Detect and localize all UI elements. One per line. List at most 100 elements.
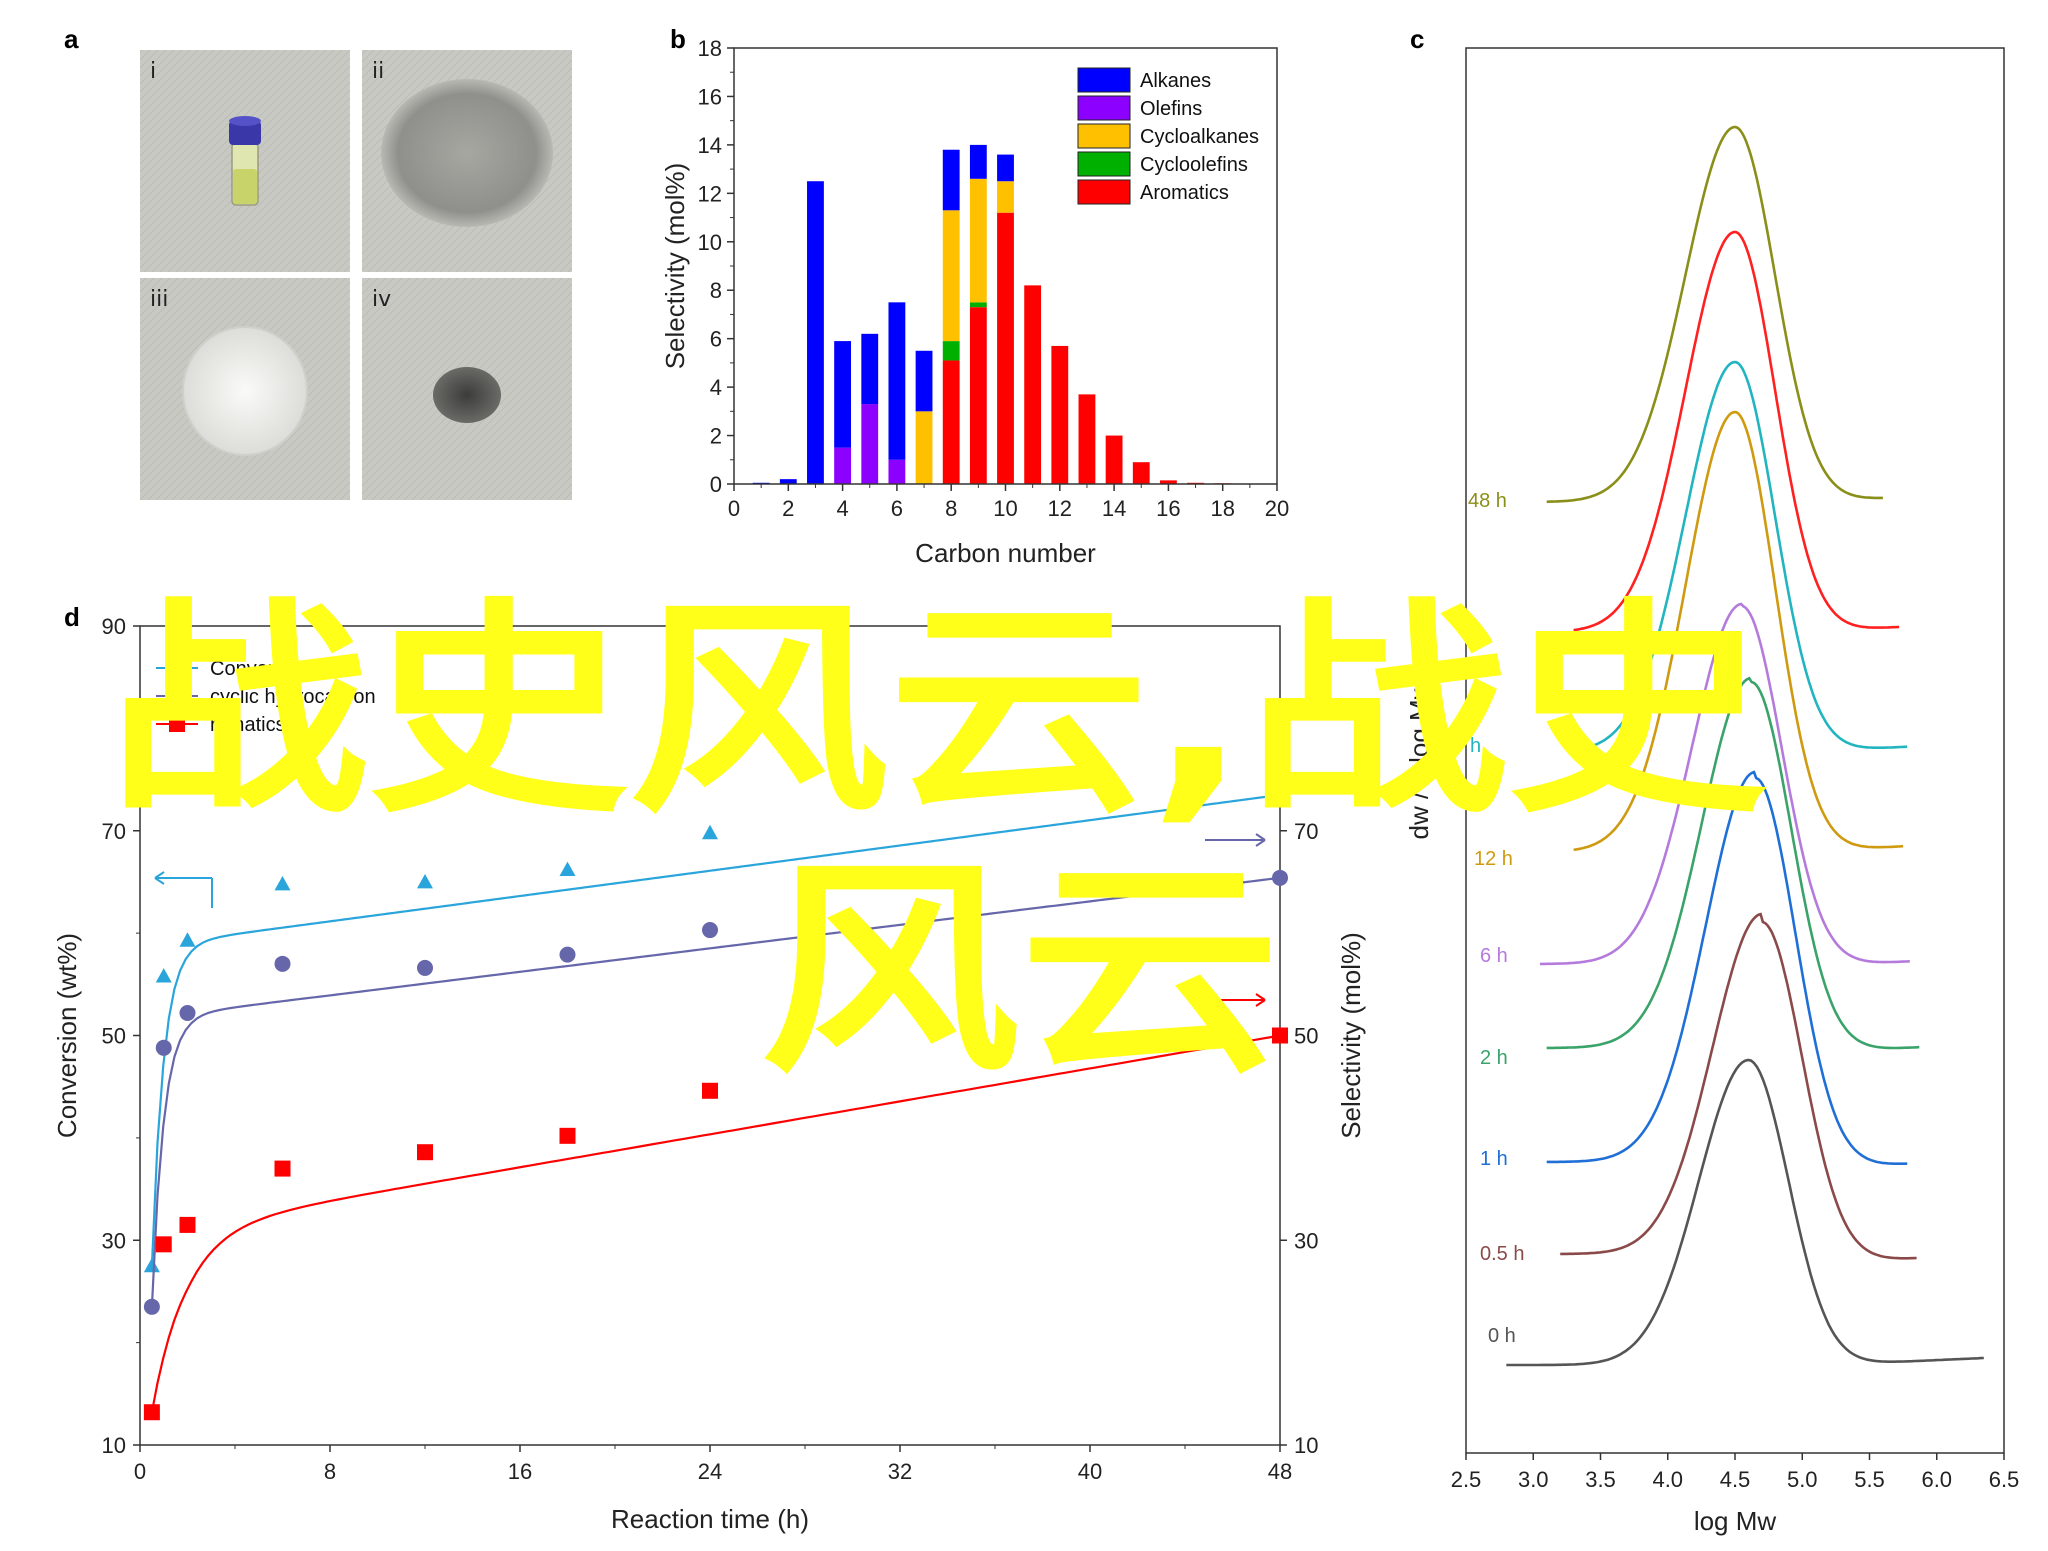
y-tick-label: 6: [710, 327, 722, 352]
bar-aromatics-c12: [1051, 345, 1069, 484]
y-tick-label: 12: [698, 181, 722, 206]
y-tick-label-left: 90: [102, 614, 126, 639]
y-tick-label-left: 50: [102, 1024, 126, 1049]
data-point-conversion: [702, 824, 718, 840]
data-point-aromatics: [417, 1144, 433, 1161]
x-tick-label: 40: [1078, 1459, 1102, 1484]
data-point-cyclic-hydrocarbon: [179, 1004, 196, 1021]
legend-label: romatics: [210, 714, 286, 736]
data-point-aromatics: [559, 1127, 576, 1144]
y-tick-label-right: 10: [1294, 1433, 1318, 1458]
x-tick-label: 14: [1102, 496, 1126, 521]
grey-powder-pile: [381, 79, 553, 227]
gpc-label: 12 h: [1474, 848, 1513, 870]
data-point-conversion: [1272, 786, 1288, 802]
x-tick-label: 5.0: [1787, 1467, 1818, 1492]
y-tick-label: 4: [710, 375, 722, 400]
legend-label: cyclic hydrocarbon: [210, 686, 376, 708]
photo-vial-with-yellow-liquid: i: [140, 50, 350, 272]
gpc-curve-0.5h: [1560, 912, 1917, 1260]
x-tick-label: 48: [1268, 1459, 1292, 1484]
data-point-aromatics: [702, 1082, 718, 1099]
legend-marker: [169, 660, 185, 675]
bar-cycloalkanes-c9: [969, 178, 987, 303]
y-axis-title: Selectivity (mol%): [660, 163, 690, 370]
bar-alkanes-c2: [779, 479, 797, 484]
y-tick-label-right: 50: [1294, 1024, 1318, 1049]
data-point-aromatics: [143, 1404, 160, 1421]
bar-alkanes-c10: [997, 154, 1014, 182]
data-point-cyclic-hydrocarbon: [702, 922, 718, 939]
bar-aromatics-c9: [969, 307, 987, 484]
data-point-conversion: [143, 1257, 160, 1273]
x-tick-label: 8: [324, 1459, 336, 1484]
bar-alkanes-c8: [942, 149, 960, 211]
left-axis-arrow-icon: [154, 871, 213, 908]
legend-marker: [169, 716, 185, 732]
bar-olefins-c5: [861, 404, 879, 484]
y-tick-label: 16: [698, 84, 722, 109]
data-point-aromatics: [155, 1236, 172, 1253]
right-axis-arrow-icon: [1205, 833, 1266, 847]
photo-label: iii: [150, 287, 168, 312]
vial-cap-top: [229, 116, 261, 126]
bar-cycloalkanes-c10: [997, 181, 1014, 213]
legend-label-alkanes: Alkanes: [1140, 70, 1211, 92]
data-point-conversion: [179, 932, 196, 947]
bar-olefins-c6: [888, 459, 906, 484]
gpc-curve-36h: [1573, 230, 1900, 632]
gpc-label: 0 h: [1488, 1325, 1516, 1347]
dark-powder-pile: [433, 367, 501, 423]
fit-line-conversion: [150, 793, 1281, 1266]
white-pellet: [182, 326, 308, 456]
legend-swatch-alkanes: [1077, 67, 1131, 93]
y-axis-title-right: Selectivity (mol%): [1336, 932, 1366, 1139]
x-tick-label: 12: [1048, 496, 1072, 521]
x-tick-label: 24: [698, 1459, 722, 1484]
panel-letter-d: d: [64, 602, 80, 632]
panel-letter-b: b: [670, 24, 686, 54]
gpc-label: 48 h: [1468, 490, 1507, 512]
y-tick-label-left: 10: [102, 1433, 126, 1458]
gpc-curve-0h: [1506, 1058, 1984, 1367]
x-tick-label: 4.0: [1652, 1467, 1683, 1492]
gpc-label: h: [1470, 621, 1481, 643]
legend-label-cycloalkanes: Cycloalkanes: [1140, 126, 1259, 148]
panel-c-gpc-chart: c 2.5 3.0 3.5 4.0 4.5 5.0 5.5 6.0 6.5 log Mw dw / d…: [1404, 24, 2019, 1536]
x-tick-label: 5.5: [1854, 1467, 1885, 1492]
y-tick-label-left: 30: [102, 1228, 126, 1253]
bar-aromatics-c13: [1078, 394, 1096, 484]
bar-alkanes-c5: [861, 333, 879, 405]
data-point-aromatics: [1272, 1027, 1288, 1044]
data-point-cyclic-hydrocarbon: [274, 955, 291, 972]
gpc-curve-1h: [1546, 770, 1908, 1165]
y-tick-label: 0: [710, 472, 722, 497]
vial-liquid: [233, 169, 257, 204]
gpc-label: h: [1470, 735, 1481, 757]
photo-label: i: [150, 59, 156, 84]
y-tick-label: 10: [698, 230, 722, 255]
bar-aromatics-c15: [1132, 462, 1150, 484]
fit-line-aromatics: [150, 1034, 1281, 1413]
data-point-cyclic-hydrocarbon: [143, 1298, 160, 1315]
gpc-label: 1 h: [1480, 1148, 1508, 1170]
legend-swatch-olefins: [1077, 95, 1131, 121]
photo-white-pellet: iii: [140, 278, 350, 500]
panel-letter-c: c: [1410, 24, 1424, 54]
bar-aromatics-c16: [1159, 480, 1177, 484]
x-tick-label: 0: [134, 1459, 146, 1484]
y-axis-title-left: Conversion (wt%): [52, 933, 82, 1138]
bar-alkanes-c7: [915, 350, 933, 412]
gpc-label: 2 h: [1480, 1047, 1508, 1069]
data-point-cyclic-hydrocarbon: [155, 1039, 172, 1056]
data-point-conversion: [155, 968, 172, 983]
x-tick-label: 4: [836, 496, 848, 521]
bar-aromatics-c14: [1105, 435, 1123, 484]
gpc-curve-24h: [1573, 360, 1908, 752]
x-axis-title: log Mw: [1694, 1506, 1777, 1536]
data-point-cyclic-hydrocarbon: [559, 946, 576, 963]
bar-olefins-c4: [834, 447, 852, 484]
bar-alkanes-c4: [834, 341, 852, 448]
data-point-cyclic-hydrocarbon: [417, 959, 433, 976]
